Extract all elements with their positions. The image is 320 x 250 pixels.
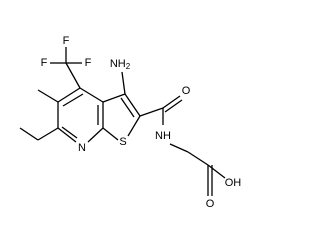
atom-label: F [85, 57, 92, 69]
bonds [19, 47, 226, 196]
atom-label: O [206, 198, 215, 210]
atom-label-main: NH [110, 58, 126, 70]
structure: F F F NH2 N S O NH O OH [19, 35, 242, 210]
atom-label: NH2 [110, 58, 131, 71]
atom-label-subscript: 2 [126, 62, 131, 71]
atom-label: O [182, 85, 191, 97]
atom-label: N [78, 142, 86, 154]
atom-label: F [63, 35, 70, 47]
atom-label: OH [225, 177, 242, 189]
atom-label: S [119, 136, 126, 148]
atom-label: NH [155, 130, 171, 142]
atom-label: F [41, 57, 48, 69]
